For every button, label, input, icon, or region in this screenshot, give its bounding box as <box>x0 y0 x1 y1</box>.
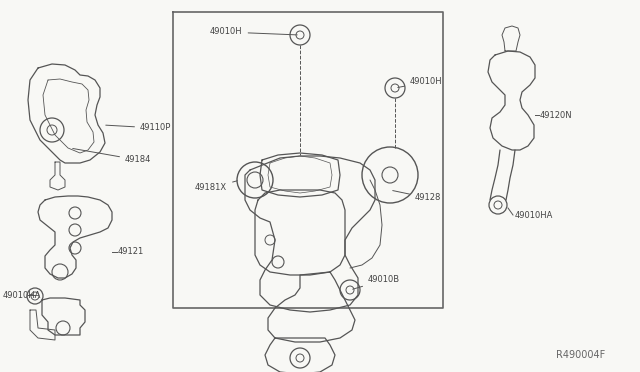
Text: 49010HA: 49010HA <box>3 291 42 299</box>
Text: 49010H: 49010H <box>397 77 443 87</box>
Text: 49110P: 49110P <box>106 124 172 132</box>
Text: 49120N: 49120N <box>540 110 573 119</box>
Text: 49010H: 49010H <box>210 28 297 36</box>
Text: 49128: 49128 <box>393 190 442 202</box>
Text: 49010HA: 49010HA <box>515 211 554 219</box>
Text: 49121: 49121 <box>118 247 144 257</box>
Text: 49181X: 49181X <box>195 181 237 192</box>
Text: R490004F: R490004F <box>556 350 605 360</box>
Text: 49010B: 49010B <box>353 276 400 289</box>
Text: 49184: 49184 <box>73 148 152 164</box>
